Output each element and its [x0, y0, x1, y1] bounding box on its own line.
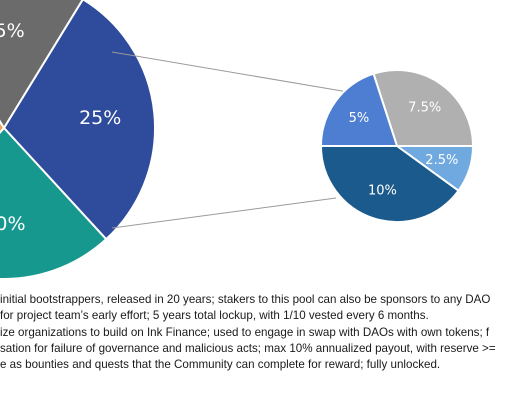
slice-label: 2.5%	[425, 153, 458, 168]
detail-pie: 7.5% 2.5% 10% 5%	[319, 69, 475, 223]
pie-slice	[319, 145, 460, 223]
pie-slice	[0, 119, 6, 134]
slice-label: 20%	[0, 213, 26, 235]
connector-lines	[111, 51, 349, 229]
note-line: initial bootstrappers, released in 20 ye…	[0, 293, 491, 306]
main-pie: 15% 25% 20%	[0, 0, 156, 280]
slice-label: 5%	[349, 111, 370, 126]
connector-line	[111, 197, 337, 229]
note-line: for project team’s early effort; 5 years…	[0, 309, 429, 323]
connector-line	[111, 51, 349, 93]
slice-label: 25%	[79, 107, 121, 129]
slice-label: 15%	[0, 20, 25, 42]
allocation-notes: initial bootstrappers, released in 20 ye…	[0, 292, 520, 373]
pie-slice	[319, 72, 399, 147]
pie-slice	[2, 0, 156, 241]
slice-label: 10%	[368, 183, 397, 198]
note-line: e as bounties and quests that the Commun…	[0, 358, 441, 372]
pie-slice	[0, 126, 108, 280]
note-line: sation for failure of governance and mal…	[0, 341, 496, 355]
pie-slice	[372, 69, 475, 147]
note-line: ize organizations to build on Ink Financ…	[0, 325, 490, 339]
slice-label: 7.5%	[408, 100, 441, 115]
